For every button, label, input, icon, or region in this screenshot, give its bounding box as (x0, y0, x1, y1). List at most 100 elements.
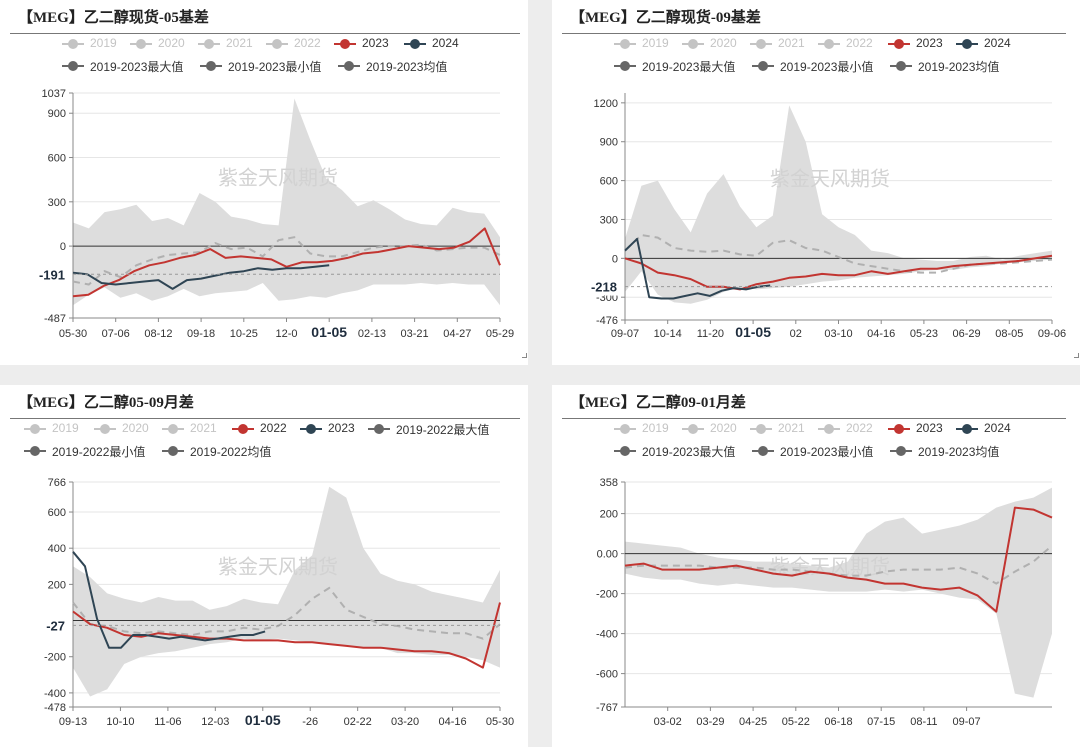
legend-label: 2023 (362, 36, 389, 50)
legend-marker-icon (750, 424, 772, 434)
legend-label: 2019-2023最小值 (228, 60, 322, 74)
legend-marker-icon (24, 446, 46, 456)
legend-marker-icon (614, 39, 636, 49)
legend-label: 2020 (158, 36, 185, 50)
y-tick-label: -487 (44, 313, 66, 325)
watermark-text: 紫金天风期货 (770, 166, 890, 190)
legend-label: 2019 (642, 421, 669, 435)
x-tick-label: 09-07 (611, 328, 639, 340)
x-tick-label: 09-13 (59, 716, 87, 728)
series-line-2023 (624, 254, 1053, 291)
x-tick-label: 11-20 (697, 328, 724, 340)
range-band-area (625, 105, 1052, 304)
legend-marker-icon (62, 39, 84, 49)
y-tick-label: 0.00 (597, 549, 618, 561)
legend-label: 2021 (226, 36, 253, 50)
series-line-2024 (72, 264, 330, 290)
legend-label: 2020 (122, 421, 149, 435)
y-tick-label: 300 (600, 214, 618, 226)
y-tick-label: 200 (600, 509, 618, 521)
legend-label: 2019-2023最大值 (642, 445, 736, 459)
title-divider (562, 33, 1066, 34)
x-tick-label: 10-25 (230, 328, 258, 340)
x-tick-label: 05-29 (486, 328, 514, 340)
x-tick-label: 04-25 (739, 716, 767, 728)
x-tick-label: 02-22 (344, 716, 372, 728)
mean-line (72, 586, 501, 640)
x-pointer-box (305, 324, 354, 342)
legend-marker-icon (94, 424, 116, 434)
chart-title: 【MEG】乙二醇09-01月差 (570, 395, 746, 411)
x-tick-label: 07-06 (102, 328, 130, 340)
x-tick-label: 08-11 (910, 716, 937, 728)
y-tick-label: -200 (596, 589, 618, 601)
legend-label: 2019 (90, 36, 117, 50)
chart-panel-09-01-spread: 【MEG】乙二醇09-01月差 2019 2020 2021 2022 2023 2024… (552, 385, 1080, 747)
watermark-text: 紫金天风期货 (218, 555, 338, 579)
x-pointer-label: 01-05 (245, 712, 281, 728)
legend-marker-icon (198, 39, 220, 49)
y-pointer-box (583, 277, 623, 296)
title-divider (10, 418, 520, 419)
legend-marker-icon (890, 446, 912, 456)
legend-marker-icon (956, 424, 978, 434)
legend-label: 2020 (710, 36, 737, 50)
legend-label: 2024 (432, 36, 459, 50)
legend-label: 2019-2023均值 (366, 60, 448, 74)
title-divider (10, 33, 520, 34)
legend-label: 2023 (916, 421, 943, 435)
x-tick-label: 04-16 (867, 328, 895, 340)
legend-marker-icon (200, 61, 222, 71)
x-tick-label: 04-16 (438, 716, 466, 728)
y-tick-label: 300 (48, 197, 66, 209)
y-tick-label: -400 (44, 688, 66, 700)
series-line-2023 (72, 551, 266, 649)
legend-label: 2023 (328, 421, 355, 435)
panel-divider-horizontal (0, 365, 1080, 385)
range-band-area (73, 486, 500, 697)
y-tick-label: -600 (596, 669, 618, 681)
legend-label: 2019-2023最小值 (780, 445, 874, 459)
legend-label: 2019-2023均值 (918, 60, 1000, 74)
resize-handle[interactable] (1074, 353, 1079, 358)
legend-marker-icon (818, 39, 840, 49)
y-tick-label: 1200 (594, 98, 618, 110)
x-tick-label: 09-06 (1038, 328, 1066, 340)
legend-label: 2021 (778, 36, 805, 50)
legend-marker-icon (24, 424, 46, 434)
x-tick-label: 02 (790, 328, 802, 340)
x-tick-label: 04-27 (443, 328, 471, 340)
y-tick-label: 1037 (42, 88, 66, 100)
x-tick-label: 03-20 (391, 716, 419, 728)
x-tick-label: 09-18 (187, 328, 215, 340)
x-tick-label: 05-30 (486, 716, 514, 728)
legend-label: 2019-2022最大值 (396, 423, 490, 437)
y-tick-label: 200 (48, 579, 66, 591)
legend-label: 2024 (984, 36, 1011, 50)
range-band-area (625, 487, 1052, 698)
y-pointer-label: -27 (46, 618, 65, 633)
x-tick-label: 02-13 (358, 328, 386, 340)
y-tick-label: 900 (600, 137, 618, 149)
y-tick-label: 0 (612, 253, 618, 265)
x-tick-label: 12-0 (275, 328, 297, 340)
legend-marker-icon (752, 446, 774, 456)
legend-label: 2023 (916, 36, 943, 50)
x-tick-label: 03-21 (401, 328, 429, 340)
legend-label: 2022 (294, 36, 321, 50)
legend-marker-icon (818, 424, 840, 434)
y-tick-label: 358 (600, 477, 618, 489)
y-tick-label: 600 (600, 176, 618, 188)
legend-label: 2019 (642, 36, 669, 50)
legend-label: 2019-2022均值 (190, 445, 272, 459)
legend-marker-icon (162, 424, 184, 434)
y-tick-label: 400 (48, 543, 66, 555)
y-tick-label: 0 (60, 241, 66, 253)
x-tick-label: 03-10 (824, 328, 852, 340)
resize-handle[interactable] (522, 353, 527, 358)
legend-label: 2020 (710, 421, 737, 435)
y-tick-label: -478 (44, 702, 66, 714)
legend-marker-icon (162, 446, 184, 456)
chart-title: 【MEG】乙二醇现货-05基差 (18, 10, 209, 26)
